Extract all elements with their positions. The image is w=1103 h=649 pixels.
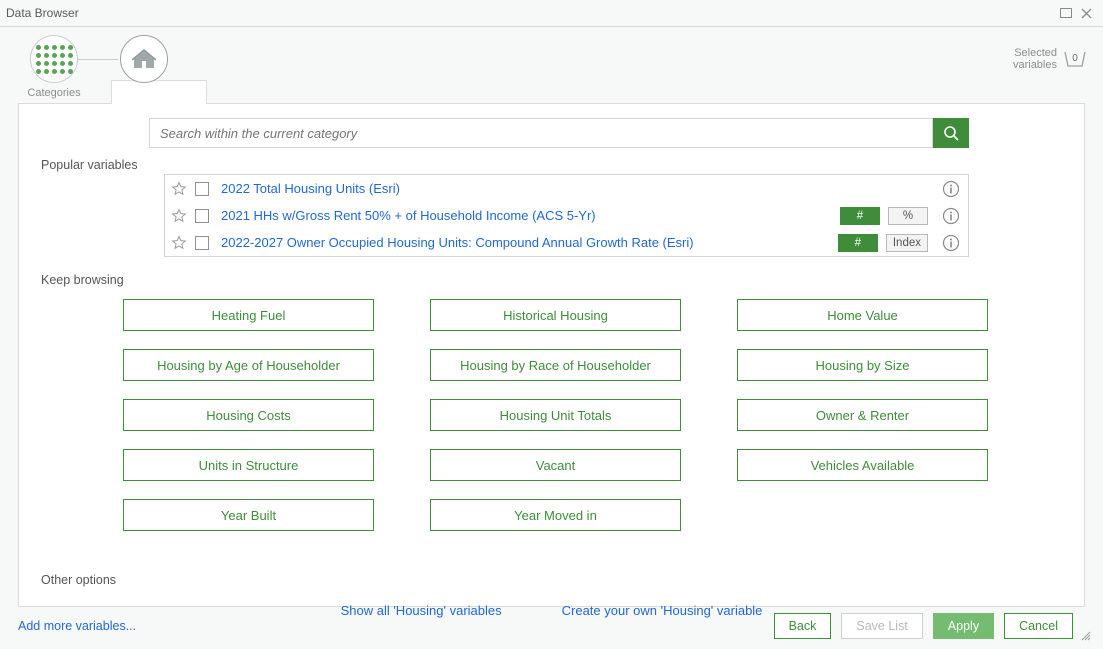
category-button[interactable]: Vacant	[430, 449, 681, 481]
favorite-star-icon[interactable]	[171, 235, 187, 251]
popular-row: 2022 Total Housing Units (Esri)	[165, 175, 968, 202]
footer: Add more variables... Back Save List App…	[18, 611, 1091, 641]
selected-label-bottom: variables	[1013, 59, 1057, 71]
maximize-icon[interactable]	[1057, 5, 1075, 21]
info-icon[interactable]	[942, 180, 960, 198]
nav-connector	[72, 59, 118, 60]
search-button[interactable]	[933, 118, 969, 148]
main-panel: Popular variables 2022 Total Housing Uni…	[18, 103, 1085, 607]
category-button[interactable]: Vehicles Available	[737, 449, 988, 481]
category-button[interactable]: Housing by Size	[737, 349, 988, 381]
add-more-link[interactable]: Add more variables...	[18, 619, 136, 633]
category-button[interactable]: Housing Costs	[123, 399, 374, 431]
selected-label-top: Selected	[1013, 47, 1057, 59]
cancel-button[interactable]: Cancel	[1004, 613, 1073, 639]
format-badge[interactable]: Index	[886, 234, 928, 252]
close-icon[interactable]	[1077, 5, 1095, 21]
format-badge[interactable]: %	[888, 207, 928, 225]
resize-grip-icon[interactable]	[1081, 631, 1091, 641]
search-input[interactable]	[149, 118, 933, 148]
apply-button[interactable]: Apply	[933, 613, 994, 639]
category-button[interactable]: Home Value	[737, 299, 988, 331]
variable-checkbox[interactable]	[195, 209, 209, 223]
popular-section-label: Popular variables	[19, 158, 1084, 172]
favorite-star-icon[interactable]	[171, 208, 187, 224]
nav-categories[interactable]: Categories	[18, 35, 90, 99]
info-icon[interactable]	[942, 207, 960, 225]
info-icon[interactable]	[942, 234, 960, 252]
search-icon	[943, 125, 959, 141]
categories-icon	[30, 35, 78, 83]
variable-checkbox[interactable]	[195, 236, 209, 250]
category-button[interactable]: Year Moved in	[430, 499, 681, 531]
popular-row: 2021 HHs w/Gross Rent 50% + of Household…	[165, 202, 968, 229]
active-tab-lip	[111, 80, 207, 104]
nav-categories-label: Categories	[18, 87, 90, 99]
category-button[interactable]: Housing by Age of Householder	[123, 349, 374, 381]
category-button[interactable]: Year Built	[123, 499, 374, 531]
variable-link[interactable]: 2022-2027 Owner Occupied Housing Units: …	[221, 235, 694, 250]
popular-row: 2022-2027 Owner Occupied Housing Units: …	[165, 229, 968, 256]
variable-link[interactable]: 2021 HHs w/Gross Rent 50% + of Household…	[221, 208, 596, 223]
category-grid: Heating Fuel Historical Housing Home Value…	[123, 299, 988, 531]
favorite-star-icon[interactable]	[171, 181, 187, 197]
title-bar: Data Browser	[0, 0, 1103, 27]
window-title: Data Browser	[6, 6, 79, 20]
basket-icon: 0	[1063, 50, 1085, 68]
category-button[interactable]: Housing by Race of Householder	[430, 349, 681, 381]
variable-checkbox[interactable]	[195, 182, 209, 196]
format-badge[interactable]: #	[838, 234, 878, 252]
category-button[interactable]: Heating Fuel	[123, 299, 374, 331]
variable-link[interactable]: 2022 Total Housing Units (Esri)	[221, 181, 400, 196]
category-button[interactable]: Owner & Renter	[737, 399, 988, 431]
popular-variables-list: 2022 Total Housing Units (Esri) 2021 HHs …	[164, 174, 969, 257]
format-badge[interactable]: #	[840, 207, 880, 225]
category-button[interactable]: Units in Structure	[123, 449, 374, 481]
save-list-button: Save List	[841, 613, 922, 639]
category-button[interactable]: Housing Unit Totals	[430, 399, 681, 431]
basket-count: 0	[1072, 53, 1078, 64]
housing-icon	[120, 35, 168, 83]
category-button[interactable]: Historical Housing	[430, 299, 681, 331]
back-button[interactable]: Back	[774, 613, 832, 639]
keep-browsing-label: Keep browsing	[19, 273, 1084, 287]
selected-variables[interactable]: Selected variables 0	[1013, 35, 1085, 71]
other-options-label: Other options	[19, 573, 1084, 587]
